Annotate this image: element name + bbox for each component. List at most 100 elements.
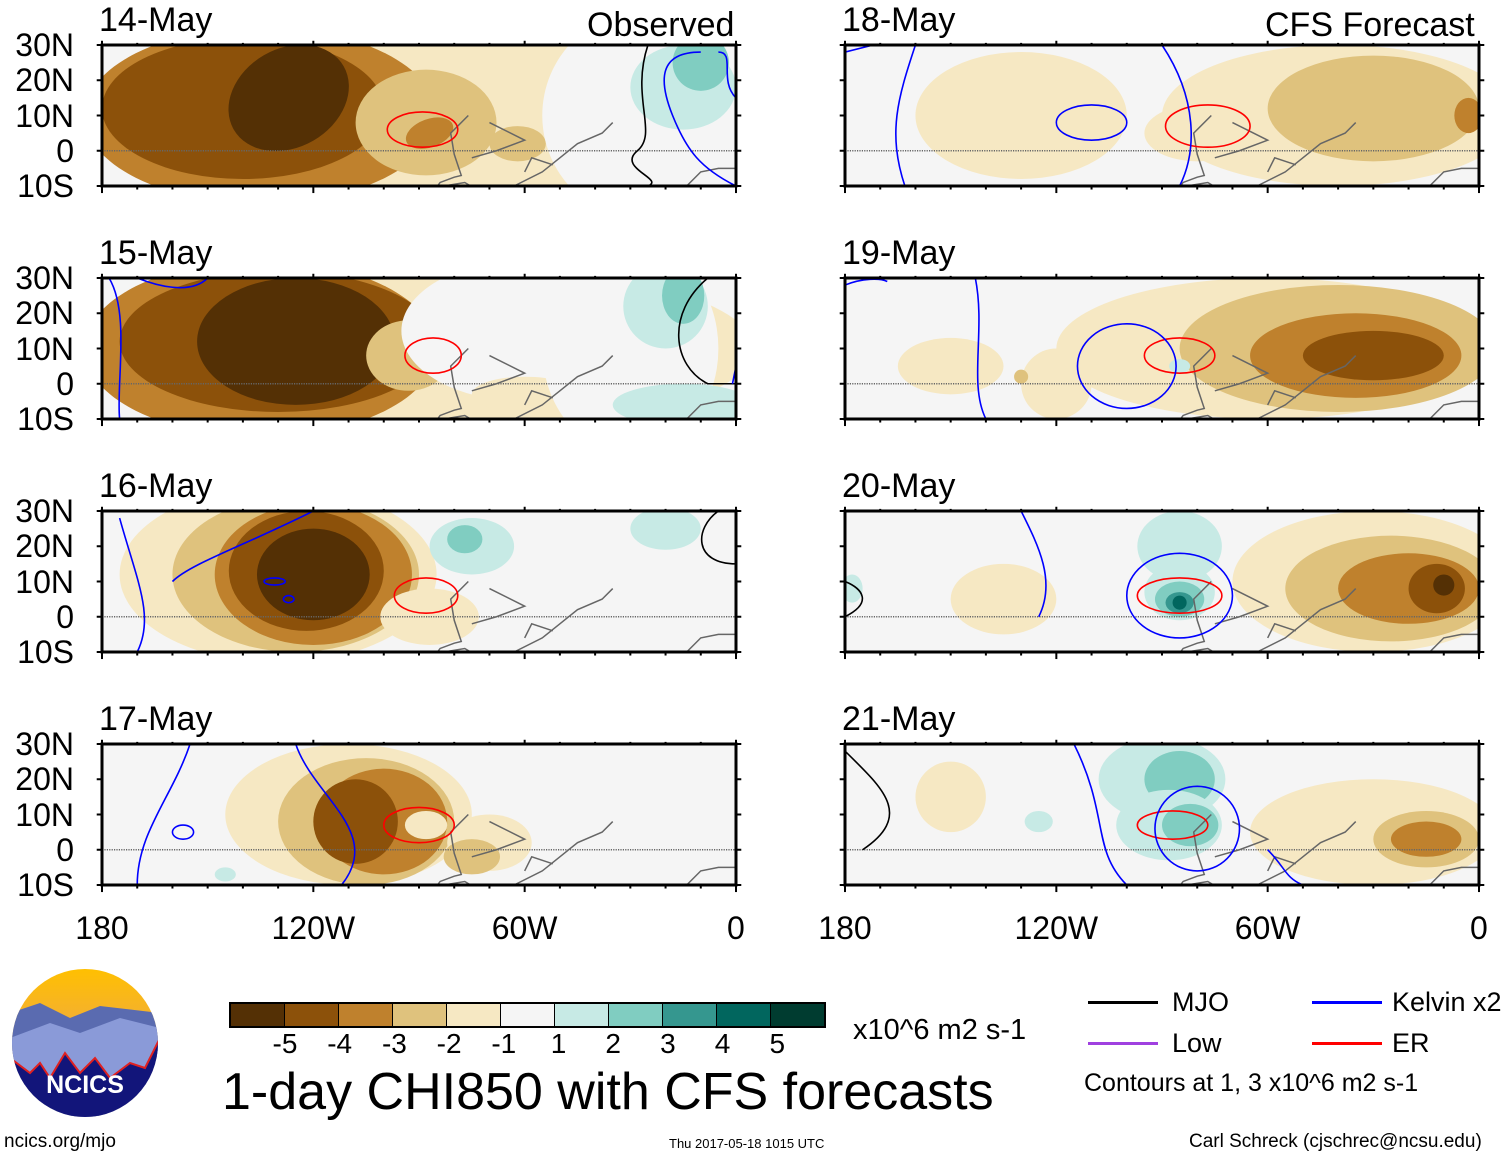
- lat-label: 10S: [17, 401, 74, 437]
- colorbar-tick-label: 2: [605, 1028, 621, 1059]
- ncics-logo: NCICS: [12, 969, 158, 1117]
- mjo-legend-label: MJO: [1172, 987, 1229, 1017]
- colorbar-tick-label: 3: [660, 1028, 676, 1059]
- lon-label: 180: [818, 910, 872, 946]
- kelvin-contour: [1162, 45, 1191, 186]
- colorbar-swatch: [555, 1004, 609, 1026]
- er-contour: [1137, 811, 1207, 839]
- panel-date-label: 18-May: [842, 1, 956, 39]
- lat-label: 30N: [15, 726, 74, 762]
- coastline: [1067, 349, 1211, 490]
- colorbar-tick-label: -4: [327, 1028, 353, 1059]
- low-legend-line: [1088, 1042, 1158, 1045]
- footer-url[interactable]: ncics.org/mjo: [4, 1131, 116, 1152]
- coastline: [447, 705, 454, 723]
- coastline: [1190, 239, 1197, 257]
- coastline: [676, 867, 736, 955]
- lat-label: 0: [56, 598, 74, 635]
- coastline: [525, 624, 553, 638]
- coastline: [394, 356, 612, 483]
- lon-label: 180: [75, 910, 129, 946]
- coastline: [1419, 168, 1479, 256]
- anomaly-shading: [447, 525, 483, 554]
- coastline: [394, 123, 612, 250]
- lat-label: 20N: [15, 761, 74, 798]
- anomaly-shading: [197, 278, 395, 405]
- map-panel-19-may: [845, 278, 1479, 419]
- colorbar-tick-label: 4: [714, 1028, 731, 1059]
- kelvin-contour: [1021, 511, 1046, 617]
- lat-label: 0: [56, 365, 74, 402]
- colorbar-tick-label: -5: [272, 1028, 298, 1059]
- coastline: [324, 349, 468, 490]
- coastline: [324, 815, 468, 956]
- kelvin-contour: [1268, 850, 1303, 885]
- anomaly-shading: [1014, 369, 1029, 384]
- coastline: [1215, 822, 1268, 857]
- coastline: [1190, 705, 1197, 723]
- coastline: [694, 694, 736, 722]
- coastline: [472, 589, 525, 624]
- coastline: [437, 221, 472, 228]
- coastline: [1215, 589, 1268, 624]
- kelvin-contour: [172, 511, 313, 582]
- colorbar-swatch: [663, 1004, 717, 1026]
- footer-credit: Carl Schreck (cjschrec@ncsu.edu): [1189, 1131, 1482, 1152]
- colorbar-tick-label: 1: [550, 1028, 567, 1059]
- colorbar-swatch: [339, 1004, 393, 1026]
- coastline: [1067, 815, 1211, 956]
- anomaly-shading: [489, 126, 546, 162]
- lat-label: 10N: [15, 97, 74, 134]
- lat-label: 10N: [15, 330, 74, 367]
- coastline: [694, 461, 736, 489]
- er-contour: [394, 578, 457, 613]
- lat-label: 30N: [15, 260, 74, 296]
- coastline: [1137, 356, 1355, 483]
- kelvin-contour: [1155, 786, 1240, 871]
- colorbar-swatch: [393, 1004, 447, 1026]
- anomaly-shading: [1390, 821, 1462, 857]
- map-panel-16-may: [102, 511, 736, 652]
- coastline: [1268, 391, 1296, 405]
- coastline: [1215, 356, 1268, 391]
- coastline: [1215, 123, 1268, 158]
- er-contour: [1144, 338, 1214, 373]
- lon-label: 60W: [1234, 910, 1301, 946]
- figure-title: 1-day CHI850 with CFS forecasts: [222, 1063, 994, 1121]
- kelvin-contour: [283, 596, 294, 603]
- coastline: [479, 216, 497, 218]
- observed-header: Observed: [587, 6, 735, 44]
- lat-label: 20N: [15, 295, 74, 332]
- coastline: [926, 218, 933, 225]
- coastline: [1137, 822, 1355, 949]
- forecast-header: CFS Forecast: [1265, 6, 1475, 44]
- kelvin-contour: [1077, 324, 1176, 409]
- mjo-contour: [845, 751, 890, 850]
- anomaly-shading: [662, 278, 705, 324]
- coastline: [479, 682, 497, 684]
- colorbar-swatch: [501, 1004, 555, 1026]
- coastline: [525, 158, 553, 172]
- colorbar-swatch: [231, 1004, 285, 1026]
- panel-date-label: 16-May: [99, 467, 213, 505]
- lat-label: 0: [56, 132, 74, 169]
- panel-date-label: 14-May: [99, 1, 213, 39]
- colorbar-swatch: [717, 1004, 771, 1026]
- anomaly-shading: [672, 45, 729, 91]
- coastline: [676, 168, 736, 256]
- er-contour: [384, 807, 454, 842]
- kelvin-contour: [896, 45, 916, 186]
- coastline: [1180, 221, 1215, 228]
- anomaly-shading: [405, 117, 454, 149]
- coastline: [926, 917, 933, 924]
- kelvin-contour: [137, 278, 207, 288]
- coastline: [1067, 116, 1211, 257]
- lon-label: 60W: [491, 910, 558, 946]
- coastline: [1222, 682, 1240, 684]
- coastline: [1180, 687, 1215, 694]
- coastline: [1190, 938, 1197, 956]
- panel-date-label: 17-May: [99, 700, 213, 738]
- coastline: [1437, 228, 1479, 256]
- colorbar-tick-label: 5: [769, 1028, 786, 1059]
- anomaly-shading: [1137, 511, 1222, 582]
